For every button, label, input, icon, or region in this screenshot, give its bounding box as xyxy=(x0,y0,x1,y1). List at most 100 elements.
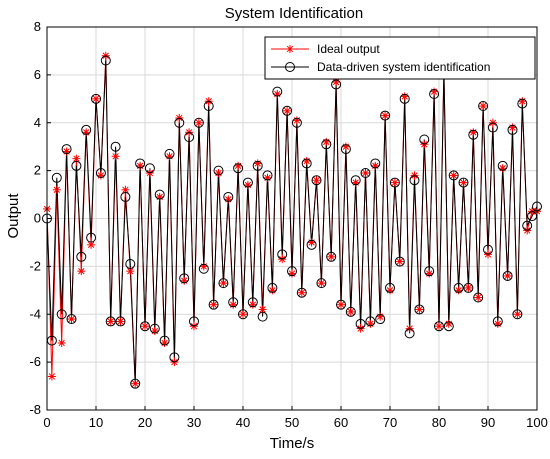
x-tick-label: 60 xyxy=(334,415,348,430)
data-point-circle xyxy=(262,170,273,181)
data-point-circle xyxy=(203,100,214,111)
data-point-asterisk xyxy=(47,372,56,381)
data-point-asterisk xyxy=(273,90,282,99)
data-point-asterisk xyxy=(479,101,488,110)
data-point-circle xyxy=(306,239,317,250)
data-point-asterisk xyxy=(503,271,512,280)
data-point-circle xyxy=(404,328,415,339)
data-point-asterisk xyxy=(386,286,394,295)
data-point-circle xyxy=(458,177,469,188)
data-point-circle xyxy=(478,100,489,111)
data-point-asterisk xyxy=(302,157,311,166)
data-point-circle xyxy=(394,256,405,267)
data-point-asterisk xyxy=(160,338,169,347)
data-point-circle xyxy=(110,141,121,152)
data-point-circle xyxy=(492,316,503,327)
data-point-circle xyxy=(375,314,386,325)
data-point-asterisk xyxy=(194,118,203,127)
data-point-circle xyxy=(120,191,131,202)
data-point-circle xyxy=(409,175,420,186)
data-point-circle xyxy=(326,251,337,262)
x-tick-label: 100 xyxy=(526,415,548,430)
data-point-asterisk xyxy=(312,176,321,185)
legend: Ideal output Data-driven system identifi… xyxy=(264,36,536,80)
x-tick-label: 80 xyxy=(432,415,446,430)
data-point-asterisk xyxy=(150,327,159,336)
data-point-asterisk xyxy=(111,152,120,161)
data-point-circle xyxy=(51,172,62,183)
data-point-circle xyxy=(144,163,155,174)
data-point-asterisk xyxy=(400,92,409,101)
data-point-circle xyxy=(443,321,454,332)
data-point-circle xyxy=(95,168,106,179)
data-point-asterisk xyxy=(361,169,370,178)
data-point-circle xyxy=(282,105,293,116)
x-tick-label: 10 xyxy=(89,415,103,430)
data-point-circle xyxy=(483,244,493,255)
data-point-asterisk xyxy=(346,307,355,316)
data-point-asterisk xyxy=(283,106,292,115)
data-point-circle xyxy=(321,139,332,150)
data-point-circle xyxy=(135,158,146,169)
legend-box xyxy=(264,36,536,80)
data-point-asterisk xyxy=(381,111,390,120)
x-tick-label: 20 xyxy=(138,415,152,430)
data-point-asterisk xyxy=(234,161,243,170)
data-point-circle xyxy=(331,79,342,90)
grid xyxy=(46,26,538,411)
y-tick-label: -6 xyxy=(29,354,41,369)
data-point-circle xyxy=(522,220,533,231)
data-point-asterisk xyxy=(72,154,81,163)
data-point-circle xyxy=(380,110,391,121)
data-point-asterisk xyxy=(62,147,71,156)
legend-marker-circle xyxy=(285,62,295,72)
data-point-asterisk xyxy=(459,178,468,187)
data-point-circle xyxy=(399,93,410,104)
data-point-circle xyxy=(213,165,224,176)
legend-marker-asterisk xyxy=(286,45,294,53)
data-point-circle xyxy=(507,124,518,135)
data-point-asterisk xyxy=(317,279,326,288)
data-point-asterisk xyxy=(77,267,86,276)
data-point-asterisk xyxy=(307,238,316,247)
data-point-asterisk xyxy=(474,293,483,302)
data-point-circle xyxy=(497,160,508,171)
y-tick-label: -8 xyxy=(29,402,41,417)
data-point-circle xyxy=(71,160,82,171)
data-point-asterisk xyxy=(454,286,463,295)
data-point-asterisk xyxy=(371,161,380,170)
data-point-circle xyxy=(502,270,513,281)
data-point-circle xyxy=(193,117,204,128)
data-point-asterisk xyxy=(376,312,385,321)
x-tick-label: 40 xyxy=(236,415,250,430)
data-point-asterisk xyxy=(239,310,247,319)
x-axis-label: Time/s xyxy=(270,435,314,452)
data-point-asterisk xyxy=(106,317,115,326)
data-point-circle xyxy=(287,266,297,277)
data-point-asterisk xyxy=(415,305,424,314)
data-point-asterisk xyxy=(425,269,434,278)
legend-label-ideal-output: Ideal output xyxy=(317,42,380,56)
ticks: 0 10 20 30 40 50 60 70 80 90 100 -8 -6 -4 -2 0 2 4 6 8 xyxy=(29,19,547,430)
data-point-circle xyxy=(360,168,371,179)
data-point-circle xyxy=(125,258,136,269)
x-tick-label: 90 xyxy=(481,415,495,430)
data-point-circle xyxy=(76,251,87,262)
data-point-asterisk xyxy=(464,283,473,292)
data-point-circle xyxy=(140,321,150,332)
data-point-circle xyxy=(345,306,356,317)
data-point-asterisk xyxy=(444,319,453,328)
data-point-asterisk xyxy=(82,128,91,137)
data-point-circle xyxy=(311,175,322,186)
data-point-circle xyxy=(61,144,72,155)
data-point-circle xyxy=(174,117,185,128)
data-point-asterisk xyxy=(508,123,517,132)
data-point-asterisk xyxy=(258,305,267,314)
y-tick-label: 6 xyxy=(34,67,41,82)
data-point-asterisk xyxy=(435,322,443,331)
data-point-circle xyxy=(468,129,479,140)
data-point-asterisk xyxy=(268,286,277,295)
data-point-circle xyxy=(242,177,253,188)
data-point-circle xyxy=(419,134,430,145)
data-point-asterisk xyxy=(351,178,360,187)
